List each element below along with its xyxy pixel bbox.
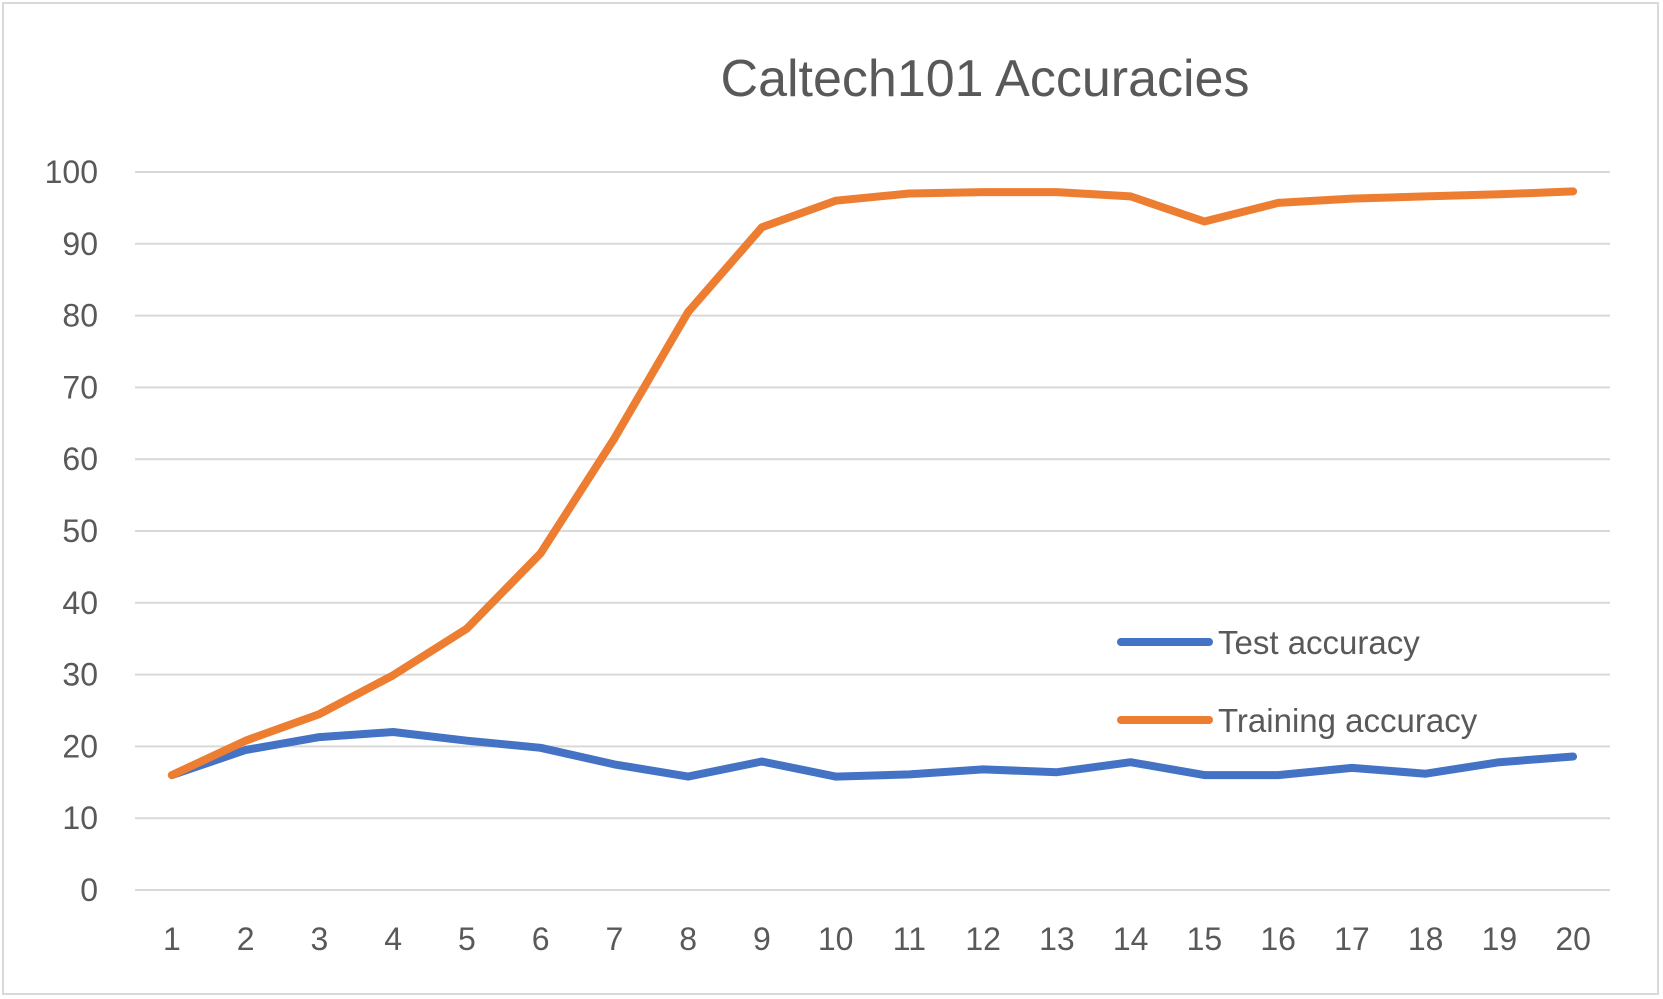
y-tick-label: 60 (62, 441, 98, 477)
y-axis-ticks: 0 10 20 30 40 50 60 70 80 90 100 (45, 154, 98, 908)
y-tick-label: 90 (62, 226, 98, 262)
y-tick-label: 50 (62, 513, 98, 549)
x-tick-label: 6 (532, 921, 550, 957)
legend: Test accuracy Training accuracy (1117, 624, 1478, 739)
x-tick-label: 2 (237, 921, 255, 957)
x-tick-label: 17 (1334, 921, 1370, 957)
series-line-test-accuracy (167, 728, 1578, 781)
x-tick-label: 12 (965, 921, 1001, 957)
x-tick-label: 16 (1260, 921, 1296, 957)
y-tick-label: 20 (62, 728, 98, 764)
x-axis-ticks: 1 2 3 4 5 6 7 8 9 10 11 12 13 14 15 16 17 18 19 20 (163, 921, 1591, 957)
gridlines (135, 171, 1610, 891)
x-tick-label: 10 (818, 921, 854, 957)
y-tick-label: 30 (62, 657, 98, 693)
x-tick-label: 15 (1187, 921, 1223, 957)
y-tick-label: 100 (45, 154, 98, 190)
x-tick-label: 11 (893, 921, 926, 957)
x-tick-label: 9 (753, 921, 771, 957)
x-tick-label: 8 (679, 921, 697, 957)
x-tick-label: 19 (1482, 921, 1518, 957)
legend-label: Training accuracy (1218, 702, 1478, 739)
x-tick-label: 18 (1408, 921, 1444, 957)
x-tick-label: 1 (163, 921, 181, 957)
x-tick-label: 14 (1113, 921, 1149, 957)
series-line-training-accuracy (167, 187, 1578, 780)
chart-title: Caltech101 Accuracies (721, 50, 1250, 108)
x-tick-label: 4 (384, 921, 402, 957)
y-tick-label: 70 (62, 369, 98, 405)
x-tick-label: 3 (310, 921, 328, 957)
x-tick-label: 20 (1555, 921, 1591, 957)
y-tick-label: 40 (62, 585, 98, 621)
y-tick-label: 10 (62, 800, 98, 836)
x-tick-label: 7 (605, 921, 623, 957)
x-tick-label: 5 (458, 921, 476, 957)
legend-label: Test accuracy (1218, 624, 1420, 661)
series-lines (167, 187, 1578, 781)
x-tick-label: 13 (1039, 921, 1075, 957)
y-tick-label: 0 (80, 872, 98, 908)
y-tick-label: 80 (62, 298, 98, 334)
